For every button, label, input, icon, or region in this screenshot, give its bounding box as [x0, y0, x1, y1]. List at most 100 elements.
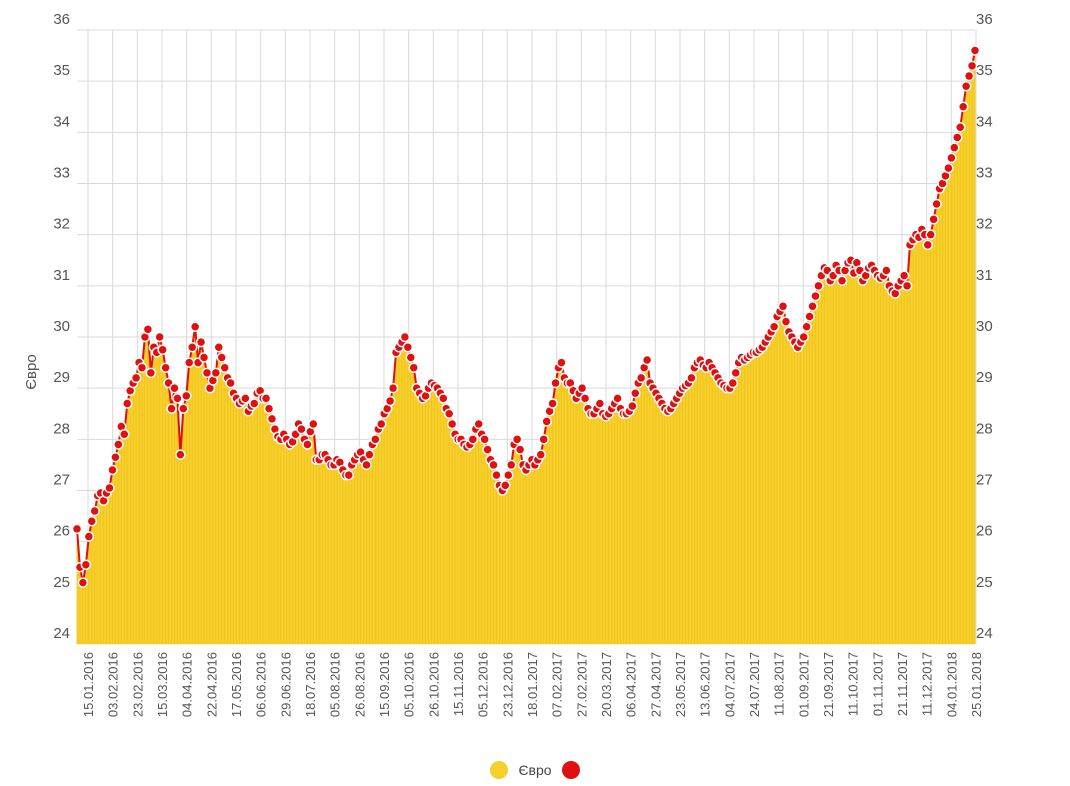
data-point	[928, 214, 939, 225]
data-point	[952, 132, 963, 143]
y-tick-label-right: 31	[976, 267, 993, 284]
data-point	[178, 403, 189, 414]
y-axis-right: 24 25 26 27 28 29 30 31 32 33 34 35 36	[976, 11, 993, 642]
data-point	[801, 321, 812, 333]
data-point	[807, 301, 818, 312]
data-point	[145, 367, 157, 379]
data-point	[576, 382, 588, 394]
x-tick-label: 23.02.2016	[130, 652, 145, 717]
y-tick-label-left: 32	[53, 216, 70, 233]
y-tick-label-left: 35	[53, 62, 70, 79]
data-point	[201, 367, 213, 379]
data-point	[370, 434, 381, 445]
data-point	[931, 198, 942, 210]
data-point	[107, 464, 118, 476]
data-point	[901, 280, 913, 292]
data-point	[181, 390, 192, 402]
y-tick-label-left: 30	[53, 318, 70, 335]
marker-layer	[71, 45, 981, 588]
y-axis-title: Євро	[23, 354, 40, 389]
data-point	[438, 393, 449, 404]
data-point	[963, 70, 975, 82]
legend-swatch-line[interactable]	[561, 761, 580, 779]
data-point	[960, 81, 972, 92]
data-point	[169, 382, 180, 394]
x-tick-label: 20.03.2017	[599, 652, 614, 717]
legend-label-euro[interactable]: Євро	[518, 762, 552, 778]
data-point	[387, 382, 399, 394]
x-tick-label: 05.12.2016	[476, 652, 491, 717]
y-tick-label-right: 34	[976, 113, 993, 130]
data-point	[219, 362, 230, 373]
data-point	[514, 444, 526, 455]
x-tick-label: 05.10.2016	[402, 652, 417, 717]
data-point	[157, 344, 168, 356]
y-tick-label-right: 35	[976, 62, 993, 79]
data-point	[503, 469, 514, 481]
x-tick-label: 15.03.2016	[155, 652, 170, 717]
data-point	[142, 324, 154, 335]
data-point	[130, 372, 142, 384]
y-tick-label-left: 27	[53, 472, 70, 489]
x-tick-label: 29.06.2016	[278, 652, 293, 717]
data-point	[810, 290, 821, 302]
data-point	[186, 341, 198, 353]
data-point	[780, 316, 792, 327]
data-point	[482, 444, 493, 455]
data-point	[443, 408, 455, 419]
x-tick-label: 26.08.2016	[352, 652, 367, 717]
data-point	[213, 341, 225, 353]
x-tick-label: 27.02.2017	[574, 652, 589, 717]
x-tick-label: 18.07.2016	[303, 652, 318, 717]
y-tick-label-left: 24	[53, 625, 70, 642]
data-point	[405, 352, 417, 363]
data-point	[408, 362, 419, 373]
data-point	[136, 362, 148, 373]
legend-swatch-euro[interactable]	[490, 761, 509, 779]
x-tick-label: 21.09.2017	[821, 652, 836, 717]
x-tick-label: 04.04.2016	[180, 652, 195, 717]
data-point	[500, 480, 511, 491]
y-tick-label-left: 29	[53, 369, 70, 386]
data-point	[399, 331, 411, 343]
legend: Євро	[0, 758, 1070, 782]
data-point	[121, 398, 133, 409]
x-tick-label: 07.02.2017	[550, 652, 565, 717]
data-point	[813, 280, 824, 292]
x-tick-label: 18.01.2017	[525, 652, 540, 717]
data-point	[538, 434, 549, 445]
data-point	[641, 354, 653, 366]
y-tick-label-right: 30	[976, 318, 993, 335]
x-tick-label: 11.08.2017	[772, 652, 787, 716]
data-point	[77, 577, 89, 588]
data-point	[364, 449, 375, 460]
data-point	[946, 152, 957, 164]
y-tick-label-left: 28	[53, 420, 70, 437]
x-tick-label: 22.04.2016	[204, 652, 219, 717]
x-tick-label: 23.12.2016	[500, 652, 515, 717]
data-point	[547, 398, 558, 409]
data-point	[198, 352, 210, 363]
data-point	[550, 377, 561, 389]
data-point	[71, 523, 83, 535]
x-tick-label: 15.09.2016	[377, 652, 392, 717]
data-point	[172, 393, 183, 404]
y-tick-label-left: 34	[53, 113, 70, 130]
data-point	[535, 449, 547, 460]
data-point	[361, 459, 372, 471]
data-point	[296, 423, 307, 435]
data-point	[175, 449, 186, 460]
data-point	[302, 439, 313, 450]
data-point	[184, 357, 195, 368]
data-point	[248, 398, 260, 409]
y-tick-label-left: 25	[53, 574, 70, 591]
data-point	[969, 45, 981, 56]
y-tick-label-left: 33	[53, 165, 70, 182]
data-point	[80, 559, 92, 570]
x-tick-label: 26.10.2016	[426, 652, 441, 717]
x-tick-label: 06.06.2016	[254, 652, 269, 717]
data-point	[263, 403, 275, 414]
x-tick-label: 21.11.2017	[895, 652, 910, 716]
x-tick-label: 17.05.2016	[229, 652, 244, 717]
